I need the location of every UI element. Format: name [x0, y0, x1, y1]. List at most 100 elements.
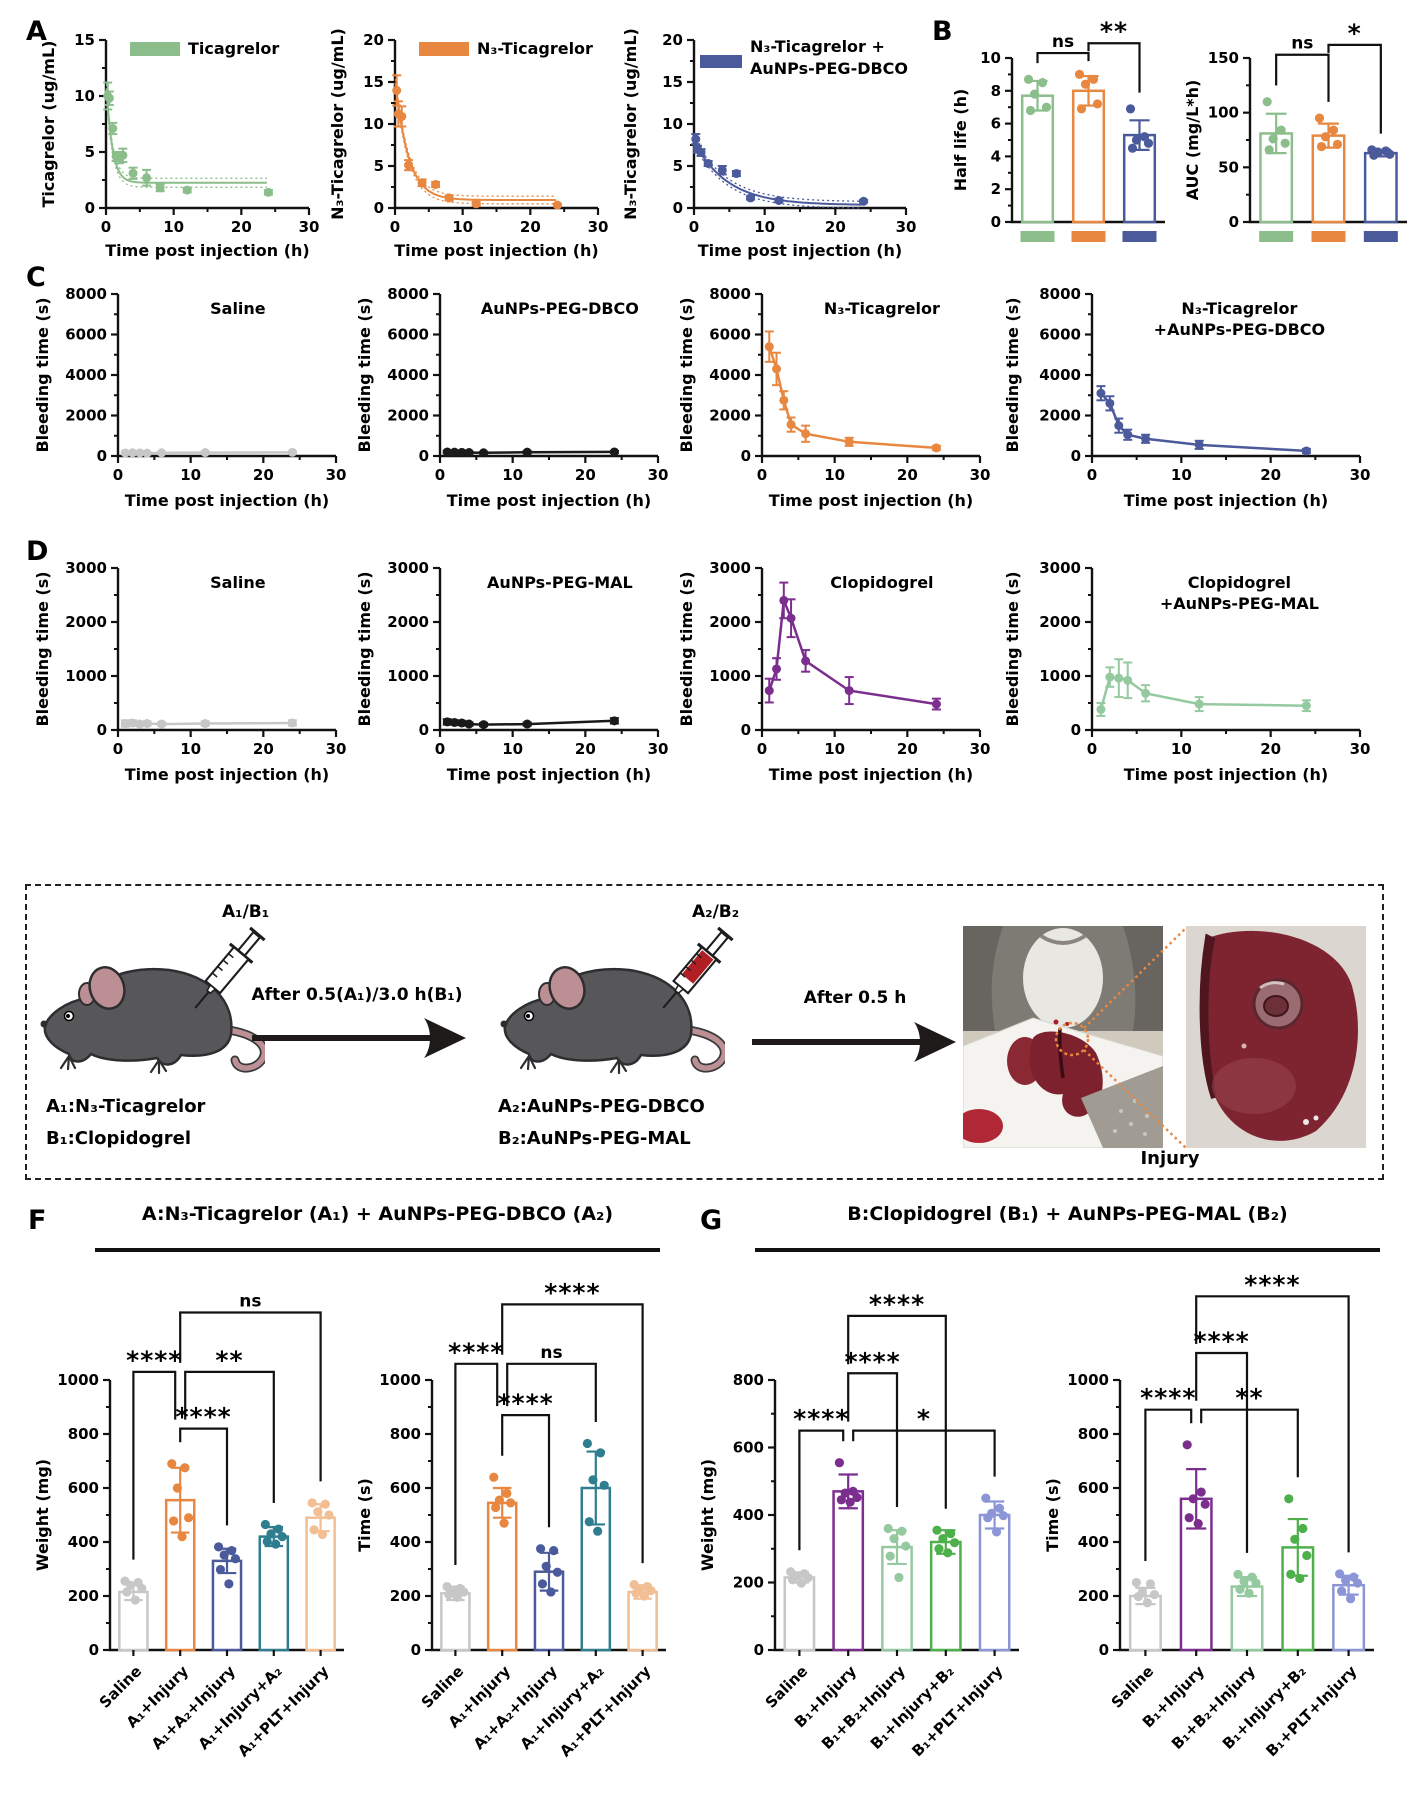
svg-text:A₁+A₂+Injury: A₁+A₂+Injury	[148, 1662, 239, 1753]
svg-text:200: 200	[390, 1587, 421, 1605]
svg-text:8: 8	[991, 82, 1001, 100]
injury-label: Injury	[1140, 1148, 1200, 1169]
svg-text:Saline: Saline	[210, 299, 266, 318]
chart-bleeding-clopidogrel: 0 1000 2000 3000 Bleeding time (s) 0 10 20 30 Tim…	[674, 556, 994, 792]
svg-text:Bleeding time (s): Bleeding time (s)	[1003, 571, 1022, 726]
svg-text:30: 30	[970, 740, 991, 758]
syringe1-label: A₁/B₁	[222, 902, 270, 922]
svg-text:A₁+Injury+A₂: A₁+Injury+A₂	[517, 1662, 608, 1753]
svg-text:Ticagrelor: Ticagrelor	[188, 39, 279, 58]
svg-text:10: 10	[363, 115, 384, 133]
svg-text:20: 20	[897, 466, 918, 484]
svg-text:6000: 6000	[65, 326, 107, 344]
svg-text:0: 0	[673, 199, 683, 217]
svg-text:*: *	[917, 1405, 931, 1434]
svg-text:ns: ns	[1052, 32, 1074, 52]
e-legend-b2: B₂:AuNPs-PEG-MAL	[498, 1128, 691, 1149]
svg-text:20: 20	[520, 218, 541, 236]
svg-text:30: 30	[648, 466, 669, 484]
svg-text:0: 0	[1229, 213, 1239, 231]
svg-text:0: 0	[85, 199, 95, 217]
svg-text:0: 0	[1099, 1641, 1109, 1659]
svg-text:0: 0	[113, 740, 123, 758]
svg-text:Weight (mg): Weight (mg)	[698, 1459, 717, 1571]
svg-text:Bleeding time (s): Bleeding time (s)	[355, 297, 374, 452]
svg-text:800: 800	[390, 1425, 421, 1443]
svg-text:A₁+Injury+A₂: A₁+Injury+A₂	[195, 1662, 286, 1753]
svg-text:10: 10	[180, 466, 201, 484]
svg-text:10: 10	[1171, 466, 1192, 484]
svg-text:20: 20	[253, 466, 274, 484]
svg-text:Bleeding time (s): Bleeding time (s)	[355, 571, 374, 726]
mouse-illustration-2	[495, 950, 729, 1084]
svg-text:0: 0	[689, 218, 699, 236]
svg-text:Saline: Saline	[762, 1662, 812, 1712]
svg-text:6000: 6000	[387, 326, 429, 344]
svg-text:20: 20	[253, 740, 274, 758]
svg-text:15: 15	[74, 31, 95, 49]
svg-text:2000: 2000	[1039, 407, 1081, 425]
svg-text:600: 600	[733, 1439, 764, 1457]
svg-text:20: 20	[825, 218, 846, 236]
svg-text:Time post injection (h): Time post injection (h)	[447, 491, 651, 510]
svg-text:****: ****	[175, 1403, 231, 1432]
chart-bleeding-clopidogrel-aunps: 0 1000 2000 3000 Bleeding time (s) 0 10 20 30 Tim…	[1000, 556, 1380, 792]
svg-text:1000: 1000	[379, 1371, 421, 1389]
svg-text:0: 0	[1087, 740, 1097, 758]
svg-text:****: ****	[844, 1347, 900, 1376]
svg-text:10: 10	[754, 218, 775, 236]
svg-text:2000: 2000	[387, 407, 429, 425]
svg-text:Bleeding time (s): Bleeding time (s)	[677, 297, 696, 452]
svg-text:**: **	[1100, 17, 1128, 46]
chart-auc: 0 50 100 150 AUC (mg/L*h) ns *	[1180, 14, 1413, 268]
svg-text:ns: ns	[540, 1343, 562, 1363]
svg-text:20: 20	[363, 31, 384, 49]
svg-text:0: 0	[113, 466, 123, 484]
svg-text:Bleeding time (s): Bleeding time (s)	[677, 571, 696, 726]
section-f-title: A:N₃-Ticagrelor (A₁) + AuNPs-PEG-DBCO (A…	[141, 1203, 614, 1225]
svg-text:20: 20	[575, 740, 596, 758]
svg-text:B₁+B₂+Injury: B₁+B₂+Injury	[818, 1662, 909, 1753]
svg-text:0: 0	[411, 1641, 421, 1659]
svg-text:6000: 6000	[1039, 326, 1081, 344]
svg-text:5: 5	[374, 157, 384, 175]
svg-text:4000: 4000	[387, 366, 429, 384]
chart-f-weight: 0 200 400 600 800 1000 Weight (mg) Saline A₁+Inj…	[30, 1262, 360, 1796]
e-legend-a1: A₁:N₃-Ticagrelor	[46, 1096, 206, 1117]
svg-text:ns: ns	[239, 1292, 261, 1312]
svg-text:0: 0	[435, 466, 445, 484]
svg-text:**: **	[215, 1346, 243, 1375]
svg-text:10: 10	[662, 115, 683, 133]
svg-text:800: 800	[733, 1371, 764, 1389]
svg-text:20: 20	[897, 740, 918, 758]
svg-text:50: 50	[1218, 158, 1239, 176]
svg-text:****: ****	[126, 1346, 182, 1375]
svg-text:15: 15	[662, 73, 683, 91]
svg-text:30: 30	[326, 466, 347, 484]
svg-text:+AuNPs-PEG-MAL: +AuNPs-PEG-MAL	[1160, 594, 1319, 613]
svg-text:Clopidogrel: Clopidogrel	[830, 573, 933, 592]
syringe-icon-2	[639, 915, 747, 1031]
svg-text:Ticagrelor (ug/mL): Ticagrelor (ug/mL)	[39, 41, 58, 208]
svg-text:10: 10	[980, 49, 1001, 67]
svg-text:2: 2	[991, 180, 1001, 198]
svg-text:Weight (mg): Weight (mg)	[33, 1459, 52, 1571]
svg-text:8000: 8000	[65, 285, 107, 303]
svg-text:Time post injection (h): Time post injection (h)	[1124, 765, 1328, 784]
svg-text:0: 0	[991, 213, 1001, 231]
syringe-icon-1	[171, 915, 279, 1031]
svg-text:20: 20	[1260, 740, 1281, 758]
svg-text:Time post injection (h): Time post injection (h)	[769, 765, 973, 784]
injury-photo-liver-closeup	[1186, 926, 1366, 1152]
svg-text:100: 100	[1208, 104, 1239, 122]
svg-text:600: 600	[1078, 1479, 1109, 1497]
svg-text:N₃-Ticagrelor: N₃-Ticagrelor	[477, 39, 593, 58]
svg-text:20: 20	[575, 466, 596, 484]
svg-text:****: ****	[869, 1290, 925, 1319]
svg-text:30: 30	[588, 218, 609, 236]
svg-text:8000: 8000	[1039, 285, 1081, 303]
svg-text:30: 30	[299, 218, 320, 236]
svg-text:3000: 3000	[1039, 559, 1081, 577]
svg-text:AuNPs-PEG-DBCO: AuNPs-PEG-DBCO	[750, 59, 908, 78]
